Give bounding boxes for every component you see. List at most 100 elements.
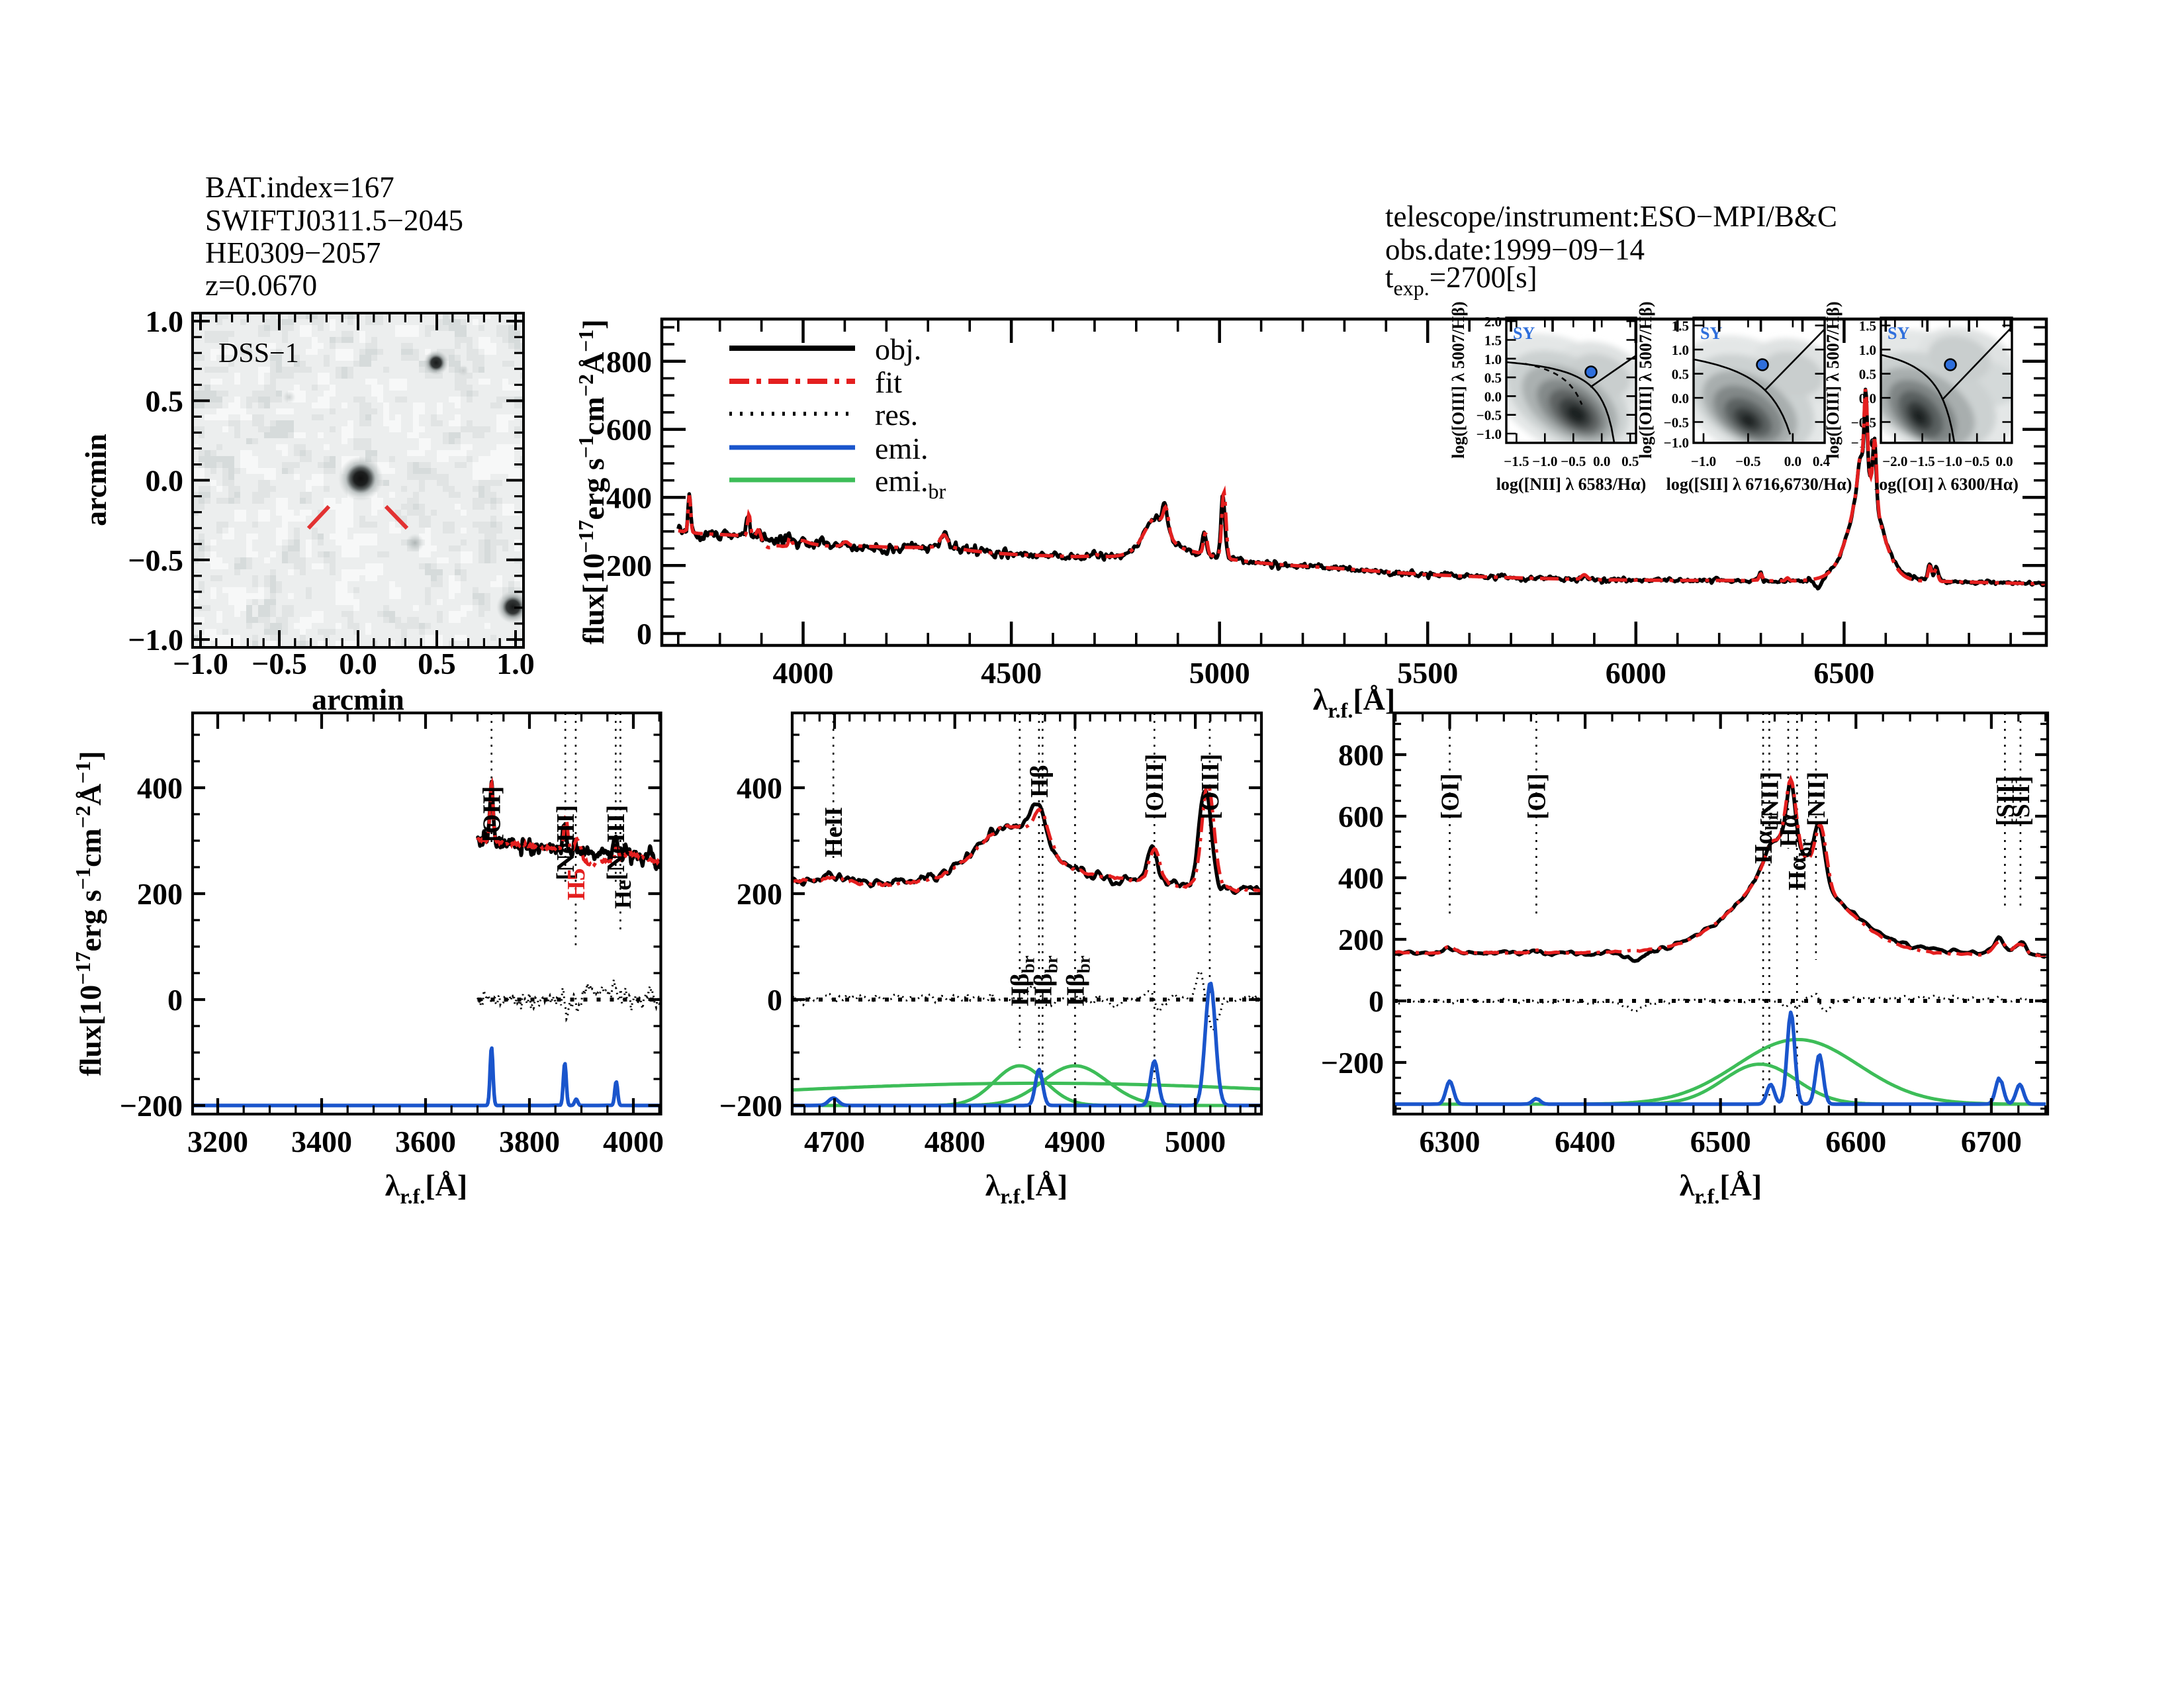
svg-text:800: 800 bbox=[606, 345, 652, 379]
svg-text:−200: −200 bbox=[719, 1089, 782, 1123]
svg-text:600: 600 bbox=[606, 413, 652, 447]
svg-text:0.5: 0.5 bbox=[1621, 453, 1639, 469]
svg-text:SY: SY bbox=[1888, 324, 1909, 343]
svg-text:HE0309−2057: HE0309−2057 bbox=[205, 236, 381, 269]
svg-text:3800: 3800 bbox=[499, 1125, 560, 1158]
svg-text:3400: 3400 bbox=[291, 1125, 352, 1158]
svg-text:telescope/instrument:ESO−MPI/B: telescope/instrument:ESO−MPI/B&C bbox=[1385, 200, 1837, 233]
svg-text:0.0: 0.0 bbox=[1672, 391, 1689, 406]
svg-text:obj.: obj. bbox=[875, 332, 921, 366]
svg-text:log([OI] λ 6300/Hα): log([OI] λ 6300/Hα) bbox=[1874, 475, 2019, 494]
svg-text:6500: 6500 bbox=[1690, 1125, 1751, 1158]
svg-text:[OIII]: [OIII] bbox=[1141, 754, 1169, 820]
svg-text:λr.f.[Å]: λr.f.[Å] bbox=[985, 1168, 1068, 1208]
svg-text:log([OIII] λ 5007/Hβ): log([OIII] λ 5007/Hβ) bbox=[1449, 301, 1468, 458]
svg-text:[SII]: [SII] bbox=[2007, 776, 2035, 826]
svg-text:1.5: 1.5 bbox=[1484, 333, 1502, 349]
svg-text:z=0.0670: z=0.0670 bbox=[205, 269, 317, 302]
svg-text:4700: 4700 bbox=[804, 1125, 865, 1158]
svg-text:0: 0 bbox=[167, 983, 183, 1017]
svg-text:6700: 6700 bbox=[1961, 1125, 2022, 1158]
svg-text:−1.0: −1.0 bbox=[1691, 453, 1716, 469]
svg-text:5000: 5000 bbox=[1189, 656, 1250, 690]
svg-text:0.5: 0.5 bbox=[1484, 370, 1502, 386]
svg-text:2.0: 2.0 bbox=[1484, 314, 1502, 330]
svg-text:λr.f.[Å]: λr.f.[Å] bbox=[1313, 682, 1395, 722]
svg-text:−1.0: −1.0 bbox=[1937, 453, 1962, 469]
svg-text:−200: −200 bbox=[120, 1089, 183, 1123]
svg-text:Hαbr: Hαbr bbox=[1784, 839, 1815, 890]
svg-text:0.5: 0.5 bbox=[418, 647, 456, 680]
svg-text:−2.0: −2.0 bbox=[1882, 453, 1907, 469]
svg-text:800: 800 bbox=[1338, 738, 1384, 772]
svg-text:log([SII] λ 6716,6730/Hα): log([SII] λ 6716,6730/Hα) bbox=[1666, 475, 1852, 494]
svg-text:3600: 3600 bbox=[395, 1125, 456, 1158]
svg-text:6600: 6600 bbox=[1825, 1125, 1886, 1158]
svg-text:flux[10−17erg s−1cm−2Å−1]: flux[10−17erg s−1cm−2Å−1] bbox=[71, 751, 107, 1076]
svg-text:−0.5: −0.5 bbox=[1664, 415, 1689, 431]
svg-text:log([NII] λ 6583/Hα): log([NII] λ 6583/Hα) bbox=[1496, 475, 1647, 494]
svg-text:H5: H5 bbox=[563, 868, 590, 900]
svg-text:6400: 6400 bbox=[1555, 1125, 1615, 1158]
svg-text:0.0: 0.0 bbox=[339, 647, 377, 680]
svg-text:−1.0: −1.0 bbox=[173, 647, 228, 680]
svg-text:1.0: 1.0 bbox=[1672, 342, 1689, 358]
svg-text:4500: 4500 bbox=[981, 656, 1042, 690]
svg-text:−0.5: −0.5 bbox=[1964, 453, 1989, 469]
svg-text:−0.5: −0.5 bbox=[1561, 453, 1586, 469]
svg-text:400: 400 bbox=[606, 481, 652, 514]
svg-text:He: He bbox=[610, 880, 636, 909]
svg-text:0.5: 0.5 bbox=[146, 384, 184, 418]
svg-text:200: 200 bbox=[1338, 923, 1384, 957]
svg-text:−1.5: −1.5 bbox=[1504, 453, 1529, 469]
svg-text:200: 200 bbox=[737, 877, 782, 911]
svg-text:6500: 6500 bbox=[1813, 656, 1874, 690]
svg-text:0.0: 0.0 bbox=[1593, 453, 1610, 469]
svg-text:0: 0 bbox=[637, 617, 652, 651]
svg-text:log([OIII] λ 5007/Hβ): log([OIII] λ 5007/Hβ) bbox=[1823, 301, 1843, 458]
svg-text:−0.5: −0.5 bbox=[128, 543, 183, 577]
svg-text:4800: 4800 bbox=[925, 1125, 985, 1158]
svg-text:flux[10−17erg s−1cm−2Å−1]: flux[10−17erg s−1cm−2Å−1] bbox=[574, 319, 610, 645]
svg-text:0.0: 0.0 bbox=[146, 464, 184, 498]
svg-text:0.4: 0.4 bbox=[1813, 453, 1831, 469]
svg-text:λr.f.[Å]: λr.f.[Å] bbox=[1680, 1168, 1762, 1208]
svg-text:fit: fit bbox=[875, 365, 902, 399]
svg-text:0.0: 0.0 bbox=[1995, 453, 2013, 469]
svg-text:−1.0: −1.0 bbox=[1532, 453, 1557, 469]
svg-text:6000: 6000 bbox=[1606, 656, 1666, 690]
svg-text:6300: 6300 bbox=[1420, 1125, 1480, 1158]
svg-text:4000: 4000 bbox=[773, 656, 834, 690]
svg-text:400: 400 bbox=[737, 771, 782, 805]
svg-text:[OI]: [OI] bbox=[1523, 773, 1551, 820]
svg-text:4900: 4900 bbox=[1044, 1125, 1105, 1158]
svg-text:1.0: 1.0 bbox=[496, 647, 535, 680]
svg-text:200: 200 bbox=[606, 549, 652, 583]
svg-text:emi.: emi. bbox=[875, 432, 928, 465]
svg-text:0: 0 bbox=[767, 983, 782, 1017]
svg-text:log([OIII] λ 5007/Hβ): log([OIII] λ 5007/Hβ) bbox=[1636, 301, 1655, 458]
svg-text:SWIFTJ0311.5−2045: SWIFTJ0311.5−2045 bbox=[205, 204, 463, 237]
svg-text:−0.5: −0.5 bbox=[251, 647, 307, 680]
svg-text:[NeIII]: [NeIII] bbox=[552, 805, 580, 880]
svg-text:1.0: 1.0 bbox=[1859, 342, 1876, 358]
svg-text:[NII]: [NII] bbox=[1803, 772, 1831, 826]
svg-text:arcmin: arcmin bbox=[79, 434, 113, 526]
svg-text:0: 0 bbox=[1369, 984, 1384, 1018]
svg-text:obs.date:1999−09−14: obs.date:1999−09−14 bbox=[1385, 233, 1645, 266]
svg-text:λr.f.[Å]: λr.f.[Å] bbox=[385, 1168, 467, 1208]
svg-text:[NeIII]: [NeIII] bbox=[602, 805, 630, 880]
svg-text:1.0: 1.0 bbox=[146, 305, 184, 338]
svg-text:Hα: Hα bbox=[1775, 814, 1803, 847]
svg-text:res.: res. bbox=[875, 398, 918, 432]
svg-text:1.5: 1.5 bbox=[1672, 318, 1689, 334]
svg-text:1.0: 1.0 bbox=[1484, 352, 1502, 367]
svg-text:0.0: 0.0 bbox=[1784, 453, 1801, 469]
svg-text:4000: 4000 bbox=[603, 1125, 664, 1158]
svg-text:−0.5: −0.5 bbox=[1477, 408, 1502, 424]
svg-text:−0.5: −0.5 bbox=[1735, 453, 1760, 469]
svg-text:0.0: 0.0 bbox=[1484, 389, 1502, 404]
svg-text:[OII]: [OII] bbox=[478, 786, 506, 842]
svg-text:0.5: 0.5 bbox=[1672, 367, 1689, 383]
svg-text:−200: −200 bbox=[1321, 1046, 1384, 1080]
